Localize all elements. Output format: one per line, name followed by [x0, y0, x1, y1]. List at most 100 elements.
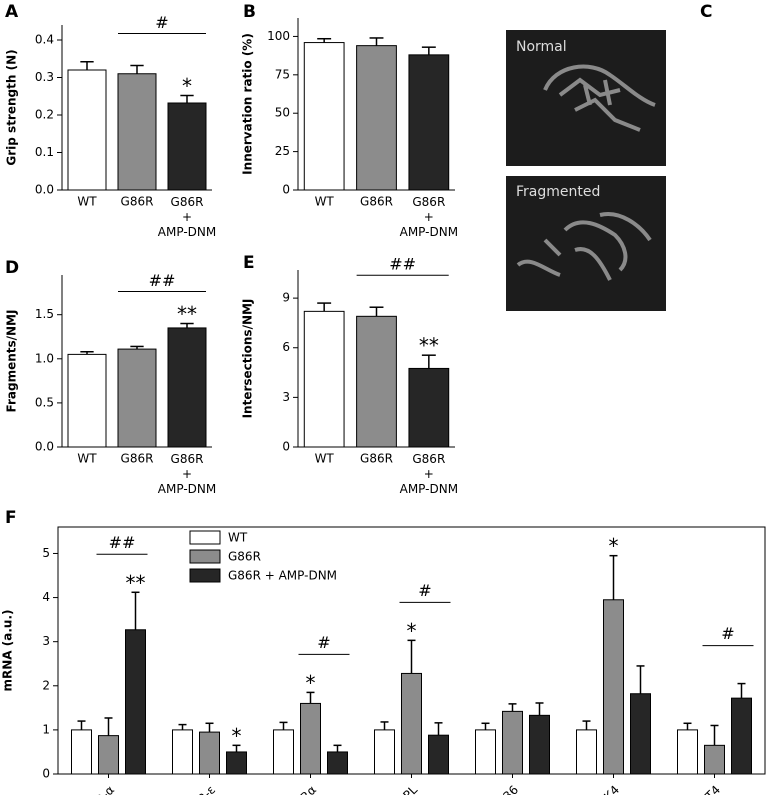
bar — [356, 315, 397, 448]
bar — [167, 327, 207, 448]
x-tick-label: WT — [77, 195, 97, 209]
legend-label: G86R — [228, 550, 261, 564]
bar — [677, 729, 698, 775]
y-tick-label: 1.0 — [35, 351, 54, 365]
x-tick-label: G86R — [121, 195, 154, 209]
y-tick-label: 0 — [42, 767, 50, 781]
bar — [475, 729, 496, 775]
comparison-label: # — [721, 624, 734, 643]
bar — [408, 367, 450, 448]
bar — [529, 714, 550, 775]
x-tick-label: WT — [315, 195, 335, 209]
bar — [172, 729, 193, 775]
significance: * — [306, 671, 316, 695]
panel-letter: E — [243, 253, 255, 273]
image-label: Fragmented — [516, 184, 600, 200]
bar — [428, 734, 449, 775]
legend-swatch — [189, 568, 221, 583]
y-tick-label: 1.5 — [35, 307, 54, 321]
bar — [630, 693, 651, 775]
significance: * — [609, 534, 619, 558]
y-tick-label: 0.2 — [35, 108, 54, 122]
x-tick-label: G86R — [360, 452, 393, 466]
bar — [603, 599, 624, 775]
bar — [731, 697, 752, 775]
x-tick-label: AChR-ε — [178, 783, 218, 795]
y-tick-label: 75 — [275, 67, 290, 81]
bar — [117, 348, 157, 448]
image-structure — [516, 212, 652, 281]
bar — [98, 735, 119, 775]
bar — [226, 751, 247, 775]
y-tick-label: 0.3 — [35, 70, 54, 84]
legend-label: G86R + AMP-DNM — [228, 569, 337, 583]
comparison-label: ## — [149, 271, 176, 290]
y-tick-label: 0.1 — [35, 145, 54, 159]
x-tick-label: GLUT4 — [686, 783, 724, 795]
y-tick-label: 9 — [282, 291, 290, 305]
bar — [300, 702, 321, 775]
bar — [67, 353, 107, 448]
legend-label: WT — [228, 531, 248, 545]
panel-letter: A — [5, 2, 19, 22]
bar — [356, 45, 397, 191]
x-tick-label: FAT/CD36 — [471, 783, 521, 795]
comparison-label: ## — [109, 533, 136, 552]
significance: ** — [419, 334, 439, 358]
image-label: Normal — [516, 39, 567, 55]
x-tick-label: G86R — [360, 195, 393, 209]
y-tick-label: 2 — [42, 678, 50, 692]
y-tick-label: 0 — [282, 440, 290, 454]
bar — [71, 729, 92, 775]
significance: ** — [126, 571, 146, 595]
x-tick-label: PPARα — [282, 783, 319, 795]
bar — [327, 751, 348, 775]
bar — [67, 69, 107, 191]
y-tick-label: 100 — [267, 29, 290, 43]
bar — [117, 73, 157, 191]
panel-c: C Normal Fragmented — [506, 2, 712, 311]
bar — [273, 729, 294, 775]
y-tick-label: 0.5 — [35, 395, 54, 409]
y-tick-label: 5 — [42, 546, 50, 560]
image-fragmented — [506, 176, 666, 311]
bar — [199, 731, 220, 775]
significance: * — [232, 724, 242, 748]
bar — [303, 310, 345, 448]
bar — [303, 42, 345, 191]
y-tick-label: 6 — [282, 340, 290, 354]
bar — [502, 710, 523, 775]
panel-letter: F — [5, 508, 17, 528]
y-tick-label: 3 — [282, 390, 290, 404]
panel-letter: B — [243, 2, 256, 22]
x-tick-label: LPL — [396, 782, 421, 795]
y-tick-label: 25 — [275, 144, 290, 158]
y-axis-label: Fragments/NMJ — [5, 310, 19, 413]
comparison-label: # — [317, 633, 330, 652]
bar — [167, 102, 207, 191]
y-tick-label: 4 — [42, 590, 50, 604]
bar — [576, 729, 597, 775]
x-tick-label: G86R + AMP-DNM — [158, 195, 216, 239]
y-axis-label: Innervation ratio (%) — [241, 33, 255, 175]
x-tick-label: WT — [315, 452, 335, 466]
x-tick-label: G86R + AMP-DNM — [400, 195, 458, 239]
x-tick-label: PDK4 — [590, 783, 623, 795]
y-tick-label: 3 — [42, 634, 50, 648]
y-axis-label: mRNA (a.u.) — [1, 610, 15, 692]
y-tick-label: 1 — [42, 722, 50, 736]
y-tick-label: 0.4 — [35, 33, 54, 47]
y-axis-label: Intersections/NMJ — [241, 299, 255, 419]
comparison-label: ## — [389, 255, 416, 274]
bar — [401, 672, 422, 775]
image-structure — [543, 64, 656, 132]
significance: * — [407, 619, 417, 643]
bar — [125, 629, 146, 775]
bar — [408, 54, 450, 191]
x-tick-label: WT — [77, 452, 97, 466]
panel-letter: C — [700, 2, 712, 22]
y-tick-label: 50 — [275, 106, 290, 120]
x-tick-label: G86R + AMP-DNM — [158, 452, 216, 496]
significance: * — [182, 74, 192, 98]
